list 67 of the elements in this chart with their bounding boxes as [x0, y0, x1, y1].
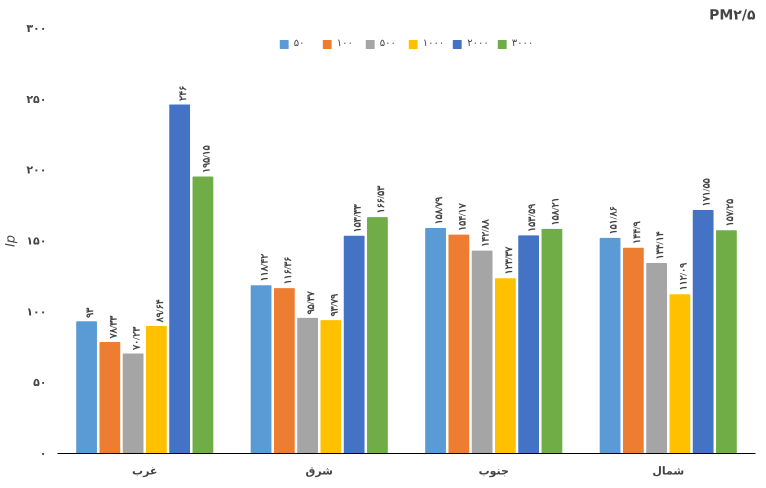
bar [320, 320, 342, 454]
bar [192, 176, 214, 454]
y-tick-label: ۱۰۰ [26, 305, 47, 318]
data-label: ۱۱۸/۴۲ [260, 252, 271, 282]
bar [646, 262, 668, 454]
data-label: ۲۴۶ [178, 86, 190, 101]
bar [472, 250, 493, 454]
data-label: ۱۵۱/۸۶ [608, 206, 620, 234]
y-tick-label: ۳۰۰ [26, 22, 47, 35]
bar [692, 210, 714, 454]
data-label: ۱۵۸/۲۱ [550, 198, 562, 226]
data-label: ۱۱۲/۰۹ [678, 262, 690, 291]
data-label: ۱۹۵/۱۵ [201, 144, 212, 174]
data-label: ۹۳ [85, 306, 96, 318]
bar [344, 236, 365, 454]
bar [99, 342, 120, 454]
data-label: ۱۴۲/۸۸ [480, 218, 492, 248]
bar [669, 294, 690, 454]
data-label: ۱۵۷/۲۵ [724, 198, 736, 227]
data-label: ۱۵۳/۳۳ [352, 204, 364, 232]
data-label: ۱۵۴/۱۷ [457, 202, 468, 232]
legend-label: ۱۰۰ [336, 38, 354, 49]
y-tick-label: ۰ [40, 447, 47, 460]
data-label: ۱۵۸/۷۹ [434, 196, 446, 225]
legend-label: ۱۰۰۰ [422, 38, 444, 49]
data-label: ۹۵/۳۷ [306, 290, 318, 314]
data-label: ۱۱۶/۳۶ [282, 256, 294, 285]
chart-title: PM۲/۵ [709, 8, 756, 24]
bar [494, 278, 516, 454]
x-tick-label: شمال [652, 464, 684, 478]
y-tick-label: ۵۰ [33, 376, 47, 390]
x-tick-label: شرق [306, 464, 334, 478]
bar [146, 326, 167, 454]
data-label: ۱۵۳/۵۹ [527, 203, 538, 232]
bar [250, 285, 272, 454]
data-label: ۹۳/۷۹ [329, 292, 340, 317]
data-label: ۱۴۴/۹ [632, 220, 643, 244]
x-tick-label: غرب [132, 464, 158, 478]
bar [76, 321, 97, 454]
data-label: ۷۸/۳۳ [108, 314, 120, 340]
bar [518, 235, 540, 454]
legend-label: ۳۰۰۰ [512, 38, 534, 49]
y-tick-label: ۱۵۰ [26, 234, 47, 248]
legend-label: ۵۰ [294, 38, 306, 49]
bar [367, 217, 388, 454]
data-label: ۷۰/۲۳ [132, 326, 143, 352]
bar [622, 248, 644, 454]
y-tick-label: ۲۵۰ [26, 92, 47, 106]
data-label: ۱۶۶/۵۳ [376, 184, 387, 214]
data-label: ۱۲۳/۳۷ [504, 246, 515, 275]
bar [448, 234, 470, 454]
bar [169, 104, 190, 454]
bar [600, 238, 620, 454]
y-axis-title: Ip [3, 234, 18, 248]
legend-label: ۵۰۰ [380, 38, 397, 49]
legend-label: ۲۰۰۰ [467, 38, 489, 49]
data-label: ۱۳۴/۱۴ [655, 232, 666, 260]
bar [716, 230, 737, 454]
data-label: ۱۷۱/۵۵ [702, 178, 713, 206]
bar [274, 288, 295, 454]
y-tick-label: ۲۰۰ [26, 164, 47, 177]
bar [425, 228, 446, 454]
bar [297, 318, 318, 454]
x-tick-label: جنوب [478, 464, 509, 478]
bar [542, 228, 562, 454]
bar [122, 354, 144, 454]
data-label: ۸۹/۶۴ [154, 300, 166, 324]
